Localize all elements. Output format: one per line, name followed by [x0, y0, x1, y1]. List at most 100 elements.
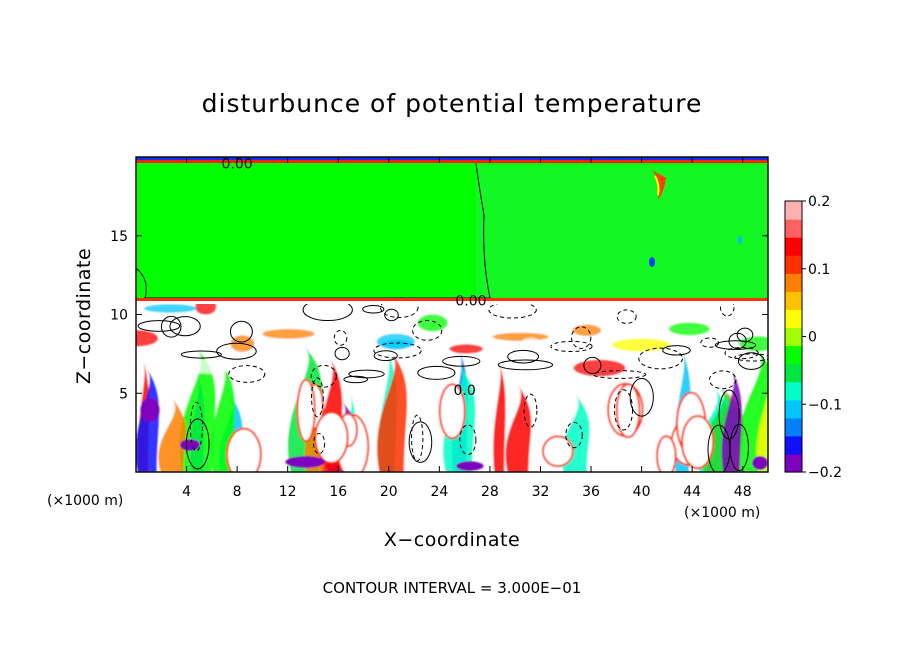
- z-tick-label: 5: [119, 386, 128, 402]
- z-unit-label: (×1000 m): [47, 493, 123, 509]
- contour-line: [714, 340, 757, 350]
- lower-layer-field: [136, 299, 768, 472]
- contour-line: [734, 353, 768, 362]
- colorbar-tick-label: 0: [808, 330, 817, 346]
- colorbar-tick-label: 0.2: [808, 194, 830, 210]
- colorbar-bin: [785, 363, 802, 383]
- purple-patch: [456, 461, 484, 471]
- z-axis-ticks: 5 10 15: [110, 229, 768, 402]
- purple-patch: [140, 398, 160, 422]
- contour-lines: [136, 162, 768, 472]
- contour-line: [629, 377, 654, 417]
- contour-line: [160, 315, 182, 338]
- colorbar-bin: [785, 327, 802, 347]
- contour-line: [523, 393, 538, 428]
- plume: [721, 369, 743, 472]
- x-axis-label: X−coordinate: [384, 529, 520, 551]
- blob: [381, 339, 413, 349]
- blob: [668, 322, 710, 336]
- x-tick-label: 48: [734, 484, 752, 500]
- z-axis-label: Z−coordinate: [73, 248, 95, 384]
- plume: [756, 375, 768, 472]
- z-tick-label: 10: [110, 308, 128, 324]
- contour-line: [737, 352, 765, 370]
- contour-line: [169, 316, 201, 337]
- contour-line: [228, 365, 266, 383]
- contour-label: 0.00: [455, 293, 486, 309]
- contour-line: [417, 365, 456, 380]
- x-tick-label: 24: [430, 484, 448, 500]
- contour-line: [571, 326, 592, 349]
- colorbar-tick-label: 0.1: [808, 262, 830, 278]
- blob: [136, 330, 159, 347]
- contour-line: [334, 346, 350, 361]
- blob: [262, 328, 315, 339]
- blob: [377, 321, 419, 339]
- contour-line: [497, 359, 554, 371]
- plume: [505, 385, 532, 472]
- contour-line: [311, 377, 324, 418]
- contour-line: [373, 342, 422, 359]
- upper-layer-right-tint: [476, 165, 768, 303]
- contour-line: [616, 309, 637, 324]
- purple-patch: [752, 456, 768, 470]
- colorbar: 0.2 0.1 0 −0.1 −0.2: [784, 194, 842, 481]
- x-tick-label: 20: [380, 484, 398, 500]
- blob: [136, 349, 186, 366]
- blob: [449, 344, 483, 354]
- cell: [656, 435, 677, 472]
- cell: [225, 427, 262, 472]
- x-axis-ticks: 4 8 12 16 20 24 28 32 36 40 44 48: [182, 157, 752, 500]
- blob: [492, 332, 549, 341]
- blob: [321, 345, 357, 359]
- contour-interval-note: CONTOUR INTERVAL = 3.000E−01: [323, 579, 582, 597]
- contour-line: [550, 340, 593, 353]
- blob: [417, 314, 448, 332]
- x-unit-label: (×1000 m): [684, 505, 760, 521]
- contour-line: [216, 342, 257, 360]
- purple-patch: [180, 439, 200, 451]
- contour-line: [310, 364, 337, 388]
- blob: [573, 359, 626, 377]
- blob: [245, 355, 281, 372]
- contour-line: [565, 421, 583, 449]
- colorbar-bin: [785, 291, 802, 310]
- blob: [469, 353, 519, 361]
- upper-layer-details: [136, 157, 768, 304]
- blob: [444, 329, 484, 343]
- contour-line: [442, 355, 481, 367]
- contour-line: [708, 370, 737, 390]
- colorbar-bin: [785, 399, 802, 419]
- colorbar-bin: [785, 255, 802, 274]
- x-tick-label: 8: [233, 484, 242, 500]
- colorbar-bin: [785, 309, 802, 329]
- contour-line: [707, 424, 731, 472]
- contour-line: [724, 347, 759, 360]
- contour-line: [229, 320, 253, 343]
- contour-line: [412, 320, 443, 341]
- blob: [541, 317, 591, 329]
- blob: [519, 337, 542, 352]
- contour-labels: 0.00 0.00 0.0: [222, 157, 487, 399]
- colorbar-bin: [785, 345, 802, 365]
- colorbar-bin: [785, 381, 802, 401]
- colorbar-tick-label: −0.2: [808, 465, 842, 481]
- chart-title: disturbunce of potential temperature: [202, 89, 703, 118]
- contour-line: [593, 370, 647, 379]
- purple-patch: [285, 456, 325, 468]
- colorbar-ticks: 0.2 0.1 0 −0.1 −0.2: [802, 194, 842, 481]
- blob: [325, 311, 384, 321]
- cell: [296, 378, 316, 443]
- contour-line: [333, 329, 348, 346]
- contour-line: [312, 433, 326, 455]
- x-tick-label: 28: [481, 484, 499, 500]
- contour-line: [185, 418, 210, 470]
- blob: [186, 358, 235, 375]
- plume: [493, 362, 506, 472]
- contour-line: [583, 356, 602, 374]
- blob: [611, 338, 671, 352]
- contour-line: [638, 347, 683, 370]
- colorbar-bin: [785, 435, 802, 455]
- plume: [158, 398, 187, 472]
